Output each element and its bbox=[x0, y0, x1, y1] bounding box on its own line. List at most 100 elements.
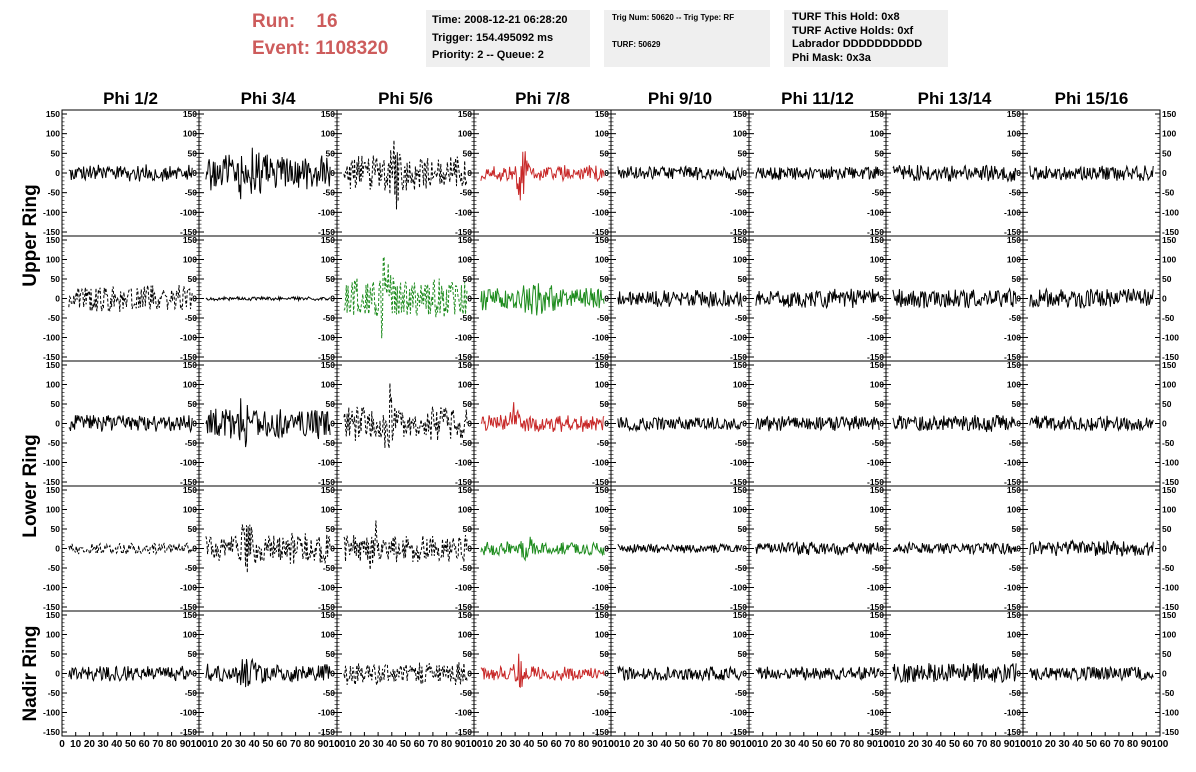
y-tick-label: 0 bbox=[879, 544, 884, 554]
y-tick-label: -50 bbox=[735, 313, 748, 323]
y-tick-label: 150 bbox=[458, 235, 472, 245]
x-tick-label: 60 bbox=[963, 739, 975, 750]
y-tick-label: -100 bbox=[730, 708, 747, 718]
y-tick-label: -150 bbox=[43, 477, 60, 487]
x-tick-label: 50 bbox=[400, 739, 412, 750]
x-tick-label: 100 bbox=[741, 739, 758, 750]
y-tick-label: 0 bbox=[55, 669, 60, 679]
y-tick-label: 100 bbox=[183, 630, 197, 640]
waveform-panel: -150 -100 -50 0 50 100 150 bbox=[867, 109, 1024, 237]
y-tick-label: 50 bbox=[738, 649, 748, 659]
y-tick-label: 50 bbox=[875, 274, 885, 284]
y-tick-label: -150 bbox=[180, 477, 197, 487]
x-tick-label: 90 bbox=[180, 739, 192, 750]
y-tick-label: -50 bbox=[323, 188, 336, 198]
y-tick-label: -100 bbox=[43, 333, 60, 343]
y-tick-label: 150 bbox=[458, 485, 472, 495]
y-tick-label: 50 bbox=[600, 649, 610, 659]
y-tick-label: 50 bbox=[463, 524, 473, 534]
y-tick-label: 150 bbox=[321, 360, 335, 370]
y-tick-label: 50 bbox=[326, 274, 336, 284]
y-tick-label: 150 bbox=[870, 109, 884, 119]
y-tick-label: -100 bbox=[592, 207, 609, 217]
y-tick-label: 50 bbox=[463, 399, 473, 409]
y-tick-label: 150 bbox=[870, 610, 884, 620]
y-tick-label: -100 bbox=[592, 333, 609, 343]
x-tick-label: 90 bbox=[318, 739, 330, 750]
y-tick-label: 150 bbox=[46, 360, 60, 370]
y-tick-label: 100 bbox=[46, 380, 60, 390]
waveform-panel: -150 -100 -50 0 50 100 150 bbox=[180, 109, 338, 237]
x-tick-label: 50 bbox=[262, 739, 274, 750]
y-tick-label: 150 bbox=[183, 485, 197, 495]
y-tick-label: 0 bbox=[1162, 168, 1167, 178]
y-tick-label: 150 bbox=[46, 235, 60, 245]
y-tick-label: -150 bbox=[43, 602, 60, 612]
x-tick-label: 0 bbox=[608, 739, 614, 750]
y-tick-label: -100 bbox=[180, 333, 197, 343]
y-tick-label: -150 bbox=[455, 727, 472, 737]
y-tick-label: -50 bbox=[1009, 688, 1022, 698]
waveform-panel: -150 -100 -50 0 50 100 150 bbox=[180, 235, 338, 362]
y-tick-label: 50 bbox=[326, 148, 336, 158]
y-tick-label: -100 bbox=[318, 207, 335, 217]
turf-active-text: TURF Active Holds: 0xf bbox=[792, 24, 914, 37]
y-tick-label: 150 bbox=[321, 610, 335, 620]
x-tick-label: 30 bbox=[235, 739, 247, 750]
waveform-panel: -150 -150 -100 -100 -50 -50 0 0 50 50 100 100 150 150 bbox=[1004, 360, 1179, 487]
y-tick-label: 0 bbox=[742, 544, 747, 554]
y-tick-label: 50 bbox=[600, 274, 610, 284]
x-tick-label: 70 bbox=[976, 739, 988, 750]
y-tick-label: -100 bbox=[455, 583, 472, 593]
waveform-panel: -150 -100 -50 0 50 100 150 bbox=[180, 485, 338, 612]
x-tick-label: 0 bbox=[471, 739, 477, 750]
waveform-trace bbox=[755, 166, 880, 181]
y-tick-label: -150 bbox=[592, 602, 609, 612]
y-tick-label: -150 bbox=[730, 477, 747, 487]
y-tick-label: 0 bbox=[1162, 294, 1167, 304]
x-tick-label: 80 bbox=[853, 739, 865, 750]
x-tick-label: 60 bbox=[1100, 739, 1112, 750]
y-tick-label: -150 bbox=[592, 227, 609, 237]
y-tick-label: 150 bbox=[733, 109, 747, 119]
y-tick-label: -150 bbox=[318, 477, 335, 487]
y-tick-label: 150 bbox=[321, 485, 335, 495]
column-header: Phi 1/2 bbox=[103, 89, 158, 108]
event-label: Event: bbox=[252, 38, 311, 59]
x-tick-label: 80 bbox=[441, 739, 453, 750]
y-tick-label: -100 bbox=[1004, 207, 1021, 217]
x-tick-label: 70 bbox=[839, 739, 851, 750]
run-event-box: Run: 16 Event: 1108320 bbox=[252, 8, 422, 68]
panel-frame bbox=[61, 235, 200, 362]
y-tick-label: -100 bbox=[730, 333, 747, 343]
y-tick-label: -50 bbox=[872, 438, 885, 448]
y-tick-label: 150 bbox=[458, 360, 472, 370]
y-tick-label: -100 bbox=[867, 207, 884, 217]
y-tick-label: 0 bbox=[604, 419, 609, 429]
y-tick-label: -150 bbox=[180, 352, 197, 362]
x-tick-label: 100 bbox=[191, 739, 208, 750]
waveform-trace bbox=[68, 414, 193, 434]
panel-frame bbox=[885, 610, 1024, 737]
y-tick-label: 50 bbox=[188, 148, 198, 158]
time-info-box: Time: 2008-12-21 06:28:20 Trigger: 154.4… bbox=[426, 10, 590, 67]
y-tick-label: 100 bbox=[46, 630, 60, 640]
y-tick-label: 100 bbox=[870, 505, 884, 515]
waveform-trace bbox=[480, 151, 605, 201]
y-tick-label: -50 bbox=[1162, 688, 1175, 698]
waveform-trace bbox=[480, 536, 605, 562]
y-tick-label: 100 bbox=[733, 505, 747, 515]
y-tick-label: -50 bbox=[185, 438, 198, 448]
y-tick-label: -100 bbox=[43, 583, 60, 593]
y-tick-label: -100 bbox=[1004, 458, 1021, 468]
waveform-panel: -150 -100 -50 0 50 100 150 bbox=[592, 109, 750, 237]
y-tick-label: 100 bbox=[46, 129, 60, 139]
y-tick-label: -50 bbox=[48, 188, 61, 198]
y-tick-label: 50 bbox=[1012, 274, 1022, 284]
y-tick-label: 50 bbox=[600, 524, 610, 534]
y-tick-label: -150 bbox=[867, 352, 884, 362]
y-tick-label: -100 bbox=[455, 708, 472, 718]
